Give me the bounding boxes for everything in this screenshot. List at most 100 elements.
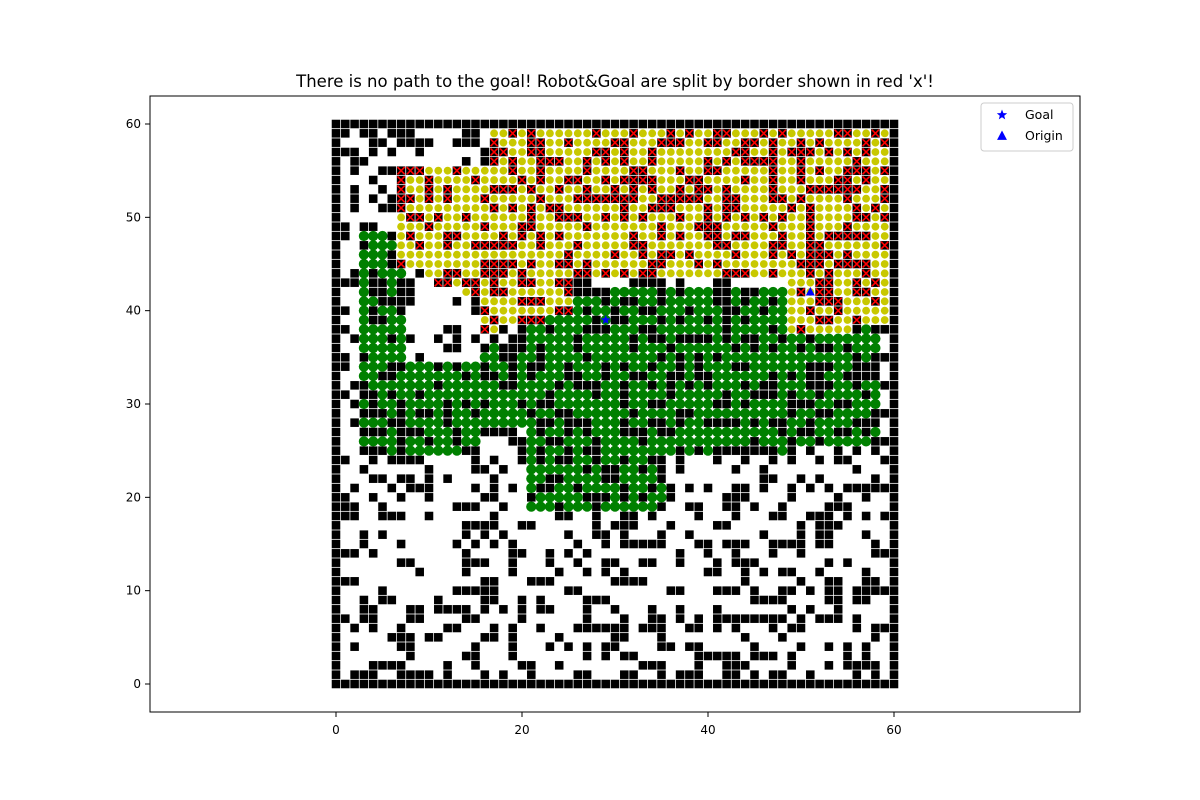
robot-side-point xyxy=(713,157,721,165)
obstacle-cell xyxy=(611,680,620,689)
goal-side-point xyxy=(405,446,415,456)
goal-side-point xyxy=(824,352,834,362)
obstacle-cell xyxy=(360,390,369,399)
obstacle-cell xyxy=(890,120,899,129)
obstacle-cell xyxy=(453,344,462,353)
robot-side-point xyxy=(518,307,526,315)
robot-side-point xyxy=(871,269,879,277)
obstacle-cell xyxy=(332,390,341,399)
obstacle-cell xyxy=(490,334,499,343)
obstacle-cell xyxy=(769,596,778,605)
obstacle-cell xyxy=(601,120,610,129)
obstacle-cell xyxy=(741,493,750,502)
obstacle-cell xyxy=(676,362,685,371)
obstacle-cell xyxy=(890,661,899,670)
obstacle-cell xyxy=(797,540,806,549)
robot-side-point xyxy=(602,129,610,137)
obstacle-cell xyxy=(750,120,759,129)
obstacle-cell xyxy=(722,540,731,549)
robot-side-point xyxy=(844,325,852,333)
obstacle-cell xyxy=(583,642,592,651)
goal-side-point xyxy=(377,268,387,278)
obstacle-cell xyxy=(499,353,508,362)
robot-side-point xyxy=(444,167,452,175)
goal-side-point xyxy=(415,446,425,456)
obstacle-cell xyxy=(815,344,824,353)
robot-side-point xyxy=(425,232,433,240)
robot-side-point xyxy=(760,241,768,249)
obstacle-cell xyxy=(853,325,862,334)
obstacle-cell xyxy=(639,661,648,670)
obstacle-cell xyxy=(760,596,769,605)
obstacle-cell xyxy=(481,372,490,381)
obstacle-cell xyxy=(648,278,657,287)
obstacle-cell xyxy=(890,680,899,689)
robot-side-point xyxy=(462,167,470,175)
robot-side-point xyxy=(602,260,610,268)
goal-side-point xyxy=(703,352,713,362)
goal-side-point xyxy=(768,399,778,409)
obstacle-cell xyxy=(453,586,462,595)
goal-side-point xyxy=(563,324,573,334)
obstacle-cell xyxy=(536,418,545,427)
goal-side-point xyxy=(675,427,685,437)
goal-side-point xyxy=(368,371,378,381)
robot-side-point xyxy=(537,213,545,221)
obstacle-cell xyxy=(713,297,722,306)
obstacle-cell xyxy=(388,148,397,157)
obstacle-cell xyxy=(862,642,871,651)
goal-side-point xyxy=(405,390,415,400)
obstacle-cell xyxy=(350,418,359,427)
goal-side-point xyxy=(638,296,648,306)
obstacle-cell xyxy=(890,512,899,521)
robot-side-point xyxy=(778,185,786,193)
goal-side-point xyxy=(666,324,676,334)
obstacle-cell xyxy=(490,493,499,502)
robot-side-point xyxy=(425,269,433,277)
goal-side-point xyxy=(787,362,797,372)
goal-side-point xyxy=(703,399,713,409)
obstacle-cell xyxy=(890,297,899,306)
robot-side-point xyxy=(751,129,759,137)
obstacle-cell xyxy=(341,278,350,287)
robot-side-point xyxy=(732,241,740,249)
goal-side-point xyxy=(405,418,415,428)
legend-origin-label: Origin xyxy=(1025,128,1063,143)
robot-side-point xyxy=(778,139,786,147)
obstacle-cell xyxy=(443,400,452,409)
obstacle-cell xyxy=(462,568,471,577)
obstacle-cell xyxy=(536,344,545,353)
goal-side-point xyxy=(619,446,629,456)
robot-side-point xyxy=(778,269,786,277)
goal-side-point xyxy=(768,306,778,316)
goal-side-point xyxy=(861,399,871,409)
goal-side-point xyxy=(563,502,573,512)
goal-side-point xyxy=(675,343,685,353)
goal-side-point xyxy=(870,343,880,353)
goal-side-point xyxy=(638,334,648,344)
robot-side-point xyxy=(871,307,879,315)
obstacle-cell xyxy=(341,353,350,362)
obstacle-cell xyxy=(350,185,359,194)
robot-side-point xyxy=(639,148,647,156)
robot-side-point xyxy=(499,223,507,231)
robot-side-point xyxy=(518,241,526,249)
obstacle-cell xyxy=(862,484,871,493)
goal-side-point xyxy=(796,390,806,400)
goal-side-point xyxy=(582,474,592,484)
robot-side-point xyxy=(658,148,666,156)
obstacle-cell xyxy=(369,624,378,633)
obstacle-cell xyxy=(332,456,341,465)
robot-side-point xyxy=(685,269,693,277)
obstacle-cell xyxy=(425,437,434,446)
obstacle-cell xyxy=(332,334,341,343)
goal-side-point xyxy=(861,324,871,334)
obstacle-cell xyxy=(434,633,443,642)
goal-side-point xyxy=(359,259,369,269)
obstacle-cell xyxy=(862,530,871,539)
obstacle-cell xyxy=(890,400,899,409)
obstacle-cell xyxy=(862,586,871,595)
obstacle-cell xyxy=(332,157,341,166)
obstacle-cell xyxy=(676,456,685,465)
